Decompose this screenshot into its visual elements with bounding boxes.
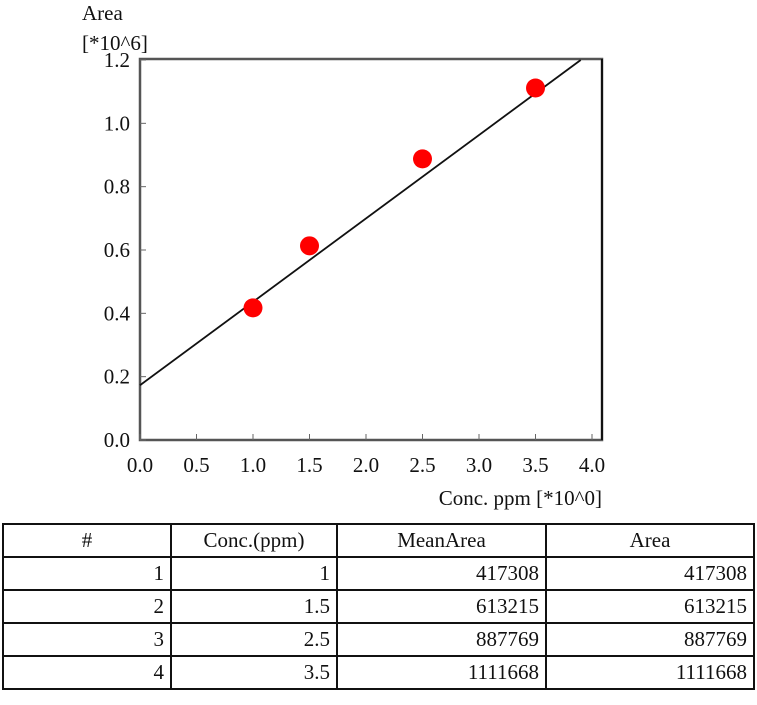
col-header-conc: Conc.(ppm): [170, 523, 338, 558]
cell-meanarea: 613215: [336, 589, 547, 624]
table-row: 3 2.5 887769 887769: [2, 622, 755, 657]
x-tick-label: 2.0: [353, 453, 379, 477]
cell-area: 417308: [545, 556, 755, 591]
plot-frame: [138, 57, 604, 442]
table-row: 1 1 417308 417308: [2, 556, 755, 591]
cell-conc: 1: [170, 556, 338, 591]
y-tick-label: 0.6: [104, 238, 130, 262]
cell-index: 1: [2, 556, 172, 591]
x-tick-label: 0.0: [127, 453, 153, 477]
data-point: [243, 298, 263, 318]
data-point: [300, 236, 319, 256]
col-header-index: #: [2, 523, 172, 558]
cell-meanarea: 1111668: [336, 655, 547, 690]
table-header-row: # Conc.(ppm) MeanArea Area: [2, 523, 755, 558]
x-tick-label: 2.5: [409, 453, 435, 477]
col-header-meanarea: MeanArea: [336, 523, 547, 558]
cell-meanarea: 417308: [336, 556, 547, 591]
svg-text:[*10^6]: [*10^6]: [82, 31, 148, 55]
x-tick-label: 1.5: [296, 453, 322, 477]
data-point: [526, 78, 545, 98]
y-tick-label: 0.4: [104, 301, 131, 325]
data-point: [413, 149, 432, 169]
x-tick-label: 3.0: [466, 453, 492, 477]
cell-index: 3: [2, 622, 172, 657]
y-tick-label: 0.8: [104, 175, 130, 199]
cell-area: 613215: [545, 589, 755, 624]
cell-index: 2: [2, 589, 172, 624]
svg-text:Area: Area: [82, 1, 123, 25]
cell-index: 4: [2, 655, 172, 690]
x-tick-label: 0.5: [183, 453, 209, 477]
x-axis-label: Conc. ppm [*10^0]: [439, 486, 602, 510]
cell-meanarea: 887769: [336, 622, 547, 657]
table-row: 4 3.5 1111668 1111668: [2, 655, 755, 690]
y-axis-label: Area [*10^6]: [82, 1, 148, 55]
cell-conc: 2.5: [170, 622, 338, 657]
cell-area: 887769: [545, 622, 755, 657]
cell-conc: 3.5: [170, 655, 338, 690]
cell-conc: 1.5: [170, 589, 338, 624]
y-axis-ticks: 0.0 0.2 0.4 0.6 0.8 1.0 1.2: [104, 48, 146, 452]
y-tick-label: 0.2: [104, 365, 130, 389]
x-tick-label: 3.5: [522, 453, 548, 477]
regression-line: [139, 59, 582, 386]
calibration-chart: Area [*10^6] 0.00.20.40.60.81.01.2 0.0 0.…: [82, 1, 605, 510]
cell-area: 1111668: [545, 655, 755, 690]
y-tick-label: 1.2: [104, 48, 130, 72]
calibration-table: # Conc.(ppm) MeanArea Area 1 1 417308 41…: [2, 523, 755, 690]
data-points: [243, 78, 545, 318]
x-tick-label: 1.0: [240, 453, 266, 477]
x-axis-ticks: 0.0 0.5 1.0 1.5 2.0 2.5 3.0 3.5 4.0: [127, 434, 605, 477]
y-tick-label: 0.0: [104, 428, 130, 452]
table-row: 2 1.5 613215 613215: [2, 589, 755, 624]
y-tick-label: 1.0: [104, 111, 130, 135]
x-tick-label: 4.0: [579, 453, 605, 477]
col-header-area: Area: [545, 523, 755, 558]
